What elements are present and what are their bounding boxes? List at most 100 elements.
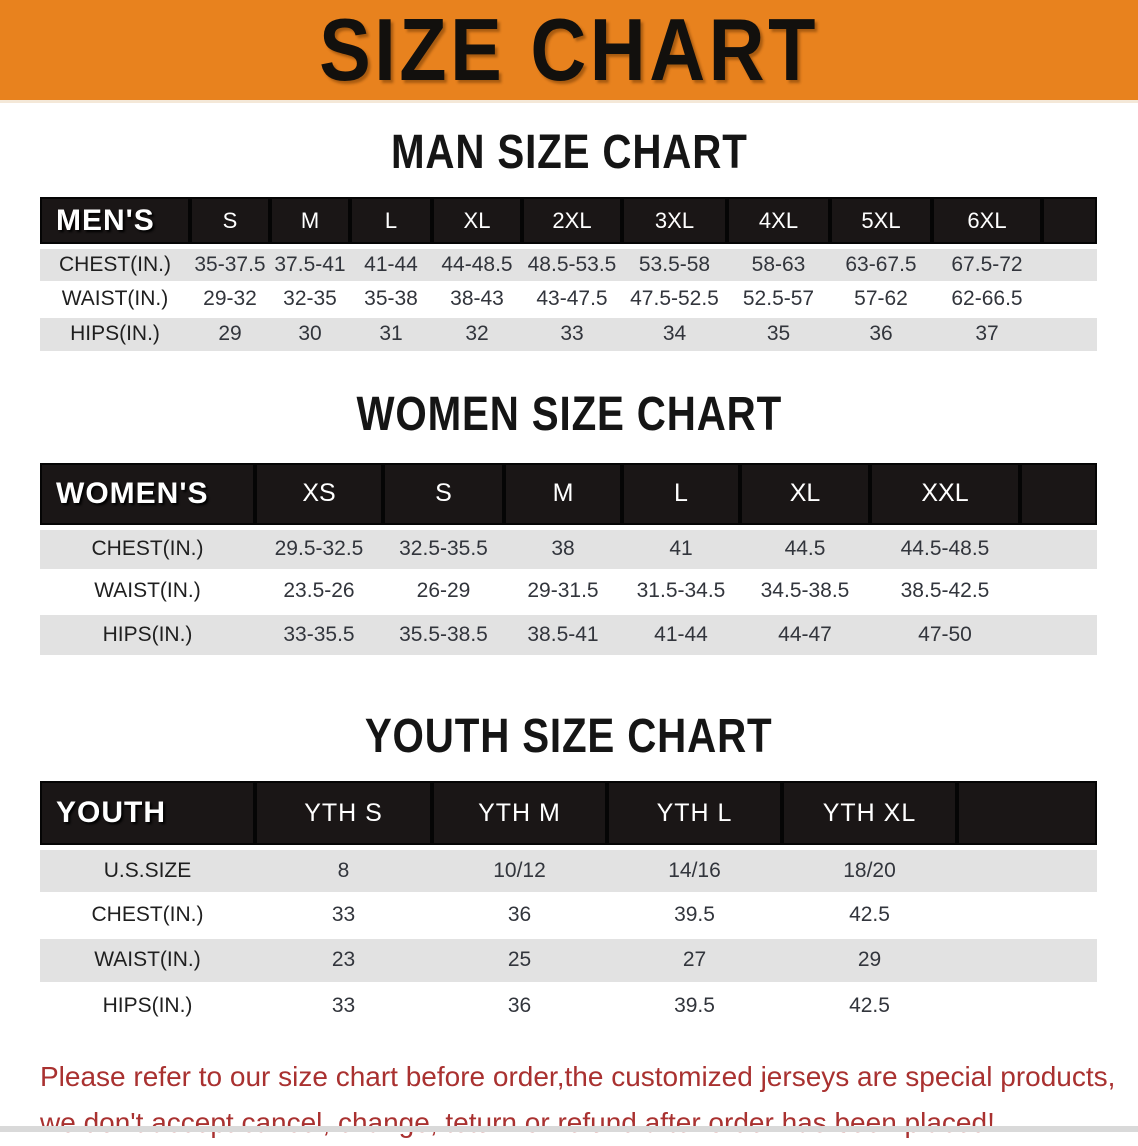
women-section-title: WOMEN SIZE CHART (356, 387, 782, 441)
size-value-cell: 47-50 (870, 611, 1020, 657)
size-value-cell: 34.5-38.5 (760, 579, 850, 603)
womens-chest-row: CHEST(IN.) 29.5-32.5 32.5-35.5 38 41 44.… (40, 525, 1097, 571)
row-label: HIPS(IN.) (102, 993, 193, 1017)
youth-section-title: YOUTH SIZE CHART (365, 710, 773, 763)
size-value-cell: 39.5 (674, 993, 715, 1017)
womens-col-filler (1020, 462, 1097, 530)
disclaimer-line-1: Please refer to our size chart before or… (40, 1060, 1116, 1092)
size-value-cell: 33-35.5 (255, 611, 383, 657)
size-value-cell: 47.5-52.5 (630, 286, 719, 310)
size-value-cell: 44.5-48.5 (870, 525, 1020, 571)
row-label: CHEST(IN.) (40, 245, 190, 283)
size-value-cell: 32 (432, 315, 522, 353)
size-value-cell: 30 (270, 315, 350, 353)
size-value-cell: 29 (190, 315, 270, 353)
size-value-cell: 23.5-26 (283, 579, 355, 603)
womens-col-xs: XS (255, 462, 383, 530)
size-value-cell: 38.5-42.5 (900, 579, 990, 603)
size-value-cell: 26-29 (416, 579, 471, 603)
size-value-cell: 44-47 (740, 611, 870, 657)
size-value-cell: 33 (522, 315, 622, 353)
size-value-cell: 27 (607, 936, 782, 984)
youth-col-filler (957, 781, 1097, 850)
bottom-edge-strip (0, 1126, 1138, 1132)
size-value-cell: 35-38 (364, 286, 418, 310)
mens-col-filler (1042, 197, 1097, 249)
row-label: HIPS(IN.) (40, 611, 255, 657)
youth-corner-label: YOUTH (40, 781, 255, 850)
size-value-cell: 57-62 (854, 286, 908, 310)
youth-size-table: YOUTH YTH S YTH M YTH L YTH XL U.S.SIZE … (40, 781, 1097, 1028)
size-value-cell: 10/12 (432, 846, 607, 894)
size-value-cell: 8 (255, 846, 432, 894)
men-section-title: MAN SIZE CHART (390, 126, 748, 179)
size-value-cell: 44.5 (740, 525, 870, 571)
mens-col-4xl: 4XL (727, 197, 830, 249)
size-value-cell: 37 (932, 315, 1042, 353)
size-value-cell: 32-35 (283, 286, 337, 310)
size-value-cell: 52.5-57 (742, 286, 815, 310)
mens-col-l: L (350, 197, 432, 249)
size-value-cell: 53.5-58 (622, 245, 727, 283)
banner-title: SIZE CHART (319, 0, 819, 99)
mens-col-3xl: 3XL (622, 197, 727, 249)
womens-corner-label: WOMEN'S (40, 462, 255, 530)
size-value-cell: 14/16 (607, 846, 782, 894)
size-chart-banner: SIZE CHART (0, 0, 1138, 103)
size-value-cell: 35.5-38.5 (383, 611, 504, 657)
womens-waist-row: WAIST(IN.) 23.5-26 26-29 29-31.5 31.5-34… (40, 570, 1097, 613)
size-value-cell: 63-67.5 (830, 245, 932, 283)
disclaimer-text: Please refer to our size chart before or… (40, 1054, 1138, 1146)
mens-hips-row: HIPS(IN.) 29 30 31 32 33 34 35 36 37 (40, 315, 1097, 353)
womens-col-s: S (383, 462, 504, 530)
size-value-cell: 29.5-32.5 (255, 525, 383, 571)
size-value-cell: 31 (350, 315, 432, 353)
size-value-cell: 25 (432, 936, 607, 984)
size-value-cell: 36 (830, 315, 932, 353)
youth-header-row: YOUTH YTH S YTH M YTH L YTH XL (40, 781, 1097, 850)
womens-size-table: WOMEN'S XS S M L XL XXL CHEST(IN.) 29.5-… (40, 462, 1097, 657)
mens-chest-row: CHEST(IN.) 35-37.5 37.5-41 41-44 44-48.5… (40, 245, 1097, 283)
size-value-cell: 58-63 (727, 245, 830, 283)
size-value-cell: 32.5-35.5 (383, 525, 504, 571)
youth-chest-row: CHEST(IN.) 33 36 39.5 42.5 (40, 893, 1097, 938)
row-label: CHEST(IN.) (91, 902, 204, 926)
row-label: WAIST(IN.) (94, 579, 201, 603)
womens-header-row: WOMEN'S XS S M L XL XXL (40, 462, 1097, 530)
size-value-cell: 38 (504, 525, 622, 571)
size-value-cell: 38.5-41 (504, 611, 622, 657)
mens-col-6xl: 6XL (932, 197, 1042, 249)
size-value-cell: 33 (331, 902, 356, 926)
womens-hips-row: HIPS(IN.) 33-35.5 35.5-38.5 38.5-41 41-4… (40, 611, 1097, 657)
size-value-cell: 33 (331, 993, 356, 1017)
row-label: U.S.SIZE (40, 846, 255, 894)
mens-size-table: MEN'S S M L XL 2XL 3XL 4XL 5XL 6XL CHEST… (40, 197, 1097, 353)
size-value-cell: 23 (255, 936, 432, 984)
mens-col-m: M (270, 197, 350, 249)
youth-col-m: YTH M (432, 781, 607, 850)
mens-col-s: S (190, 197, 270, 249)
youth-col-xl: YTH XL (782, 781, 957, 850)
womens-col-l: L (622, 462, 740, 530)
size-value-cell: 37.5-41 (270, 245, 350, 283)
youth-waist-row: WAIST(IN.) 23 25 27 29 (40, 936, 1097, 984)
size-value-cell: 41-44 (350, 245, 432, 283)
size-value-cell: 44-48.5 (432, 245, 522, 283)
womens-col-xxl: XXL (870, 462, 1020, 530)
size-value-cell: 34 (622, 315, 727, 353)
size-value-cell: 67.5-72 (932, 245, 1042, 283)
size-value-cell: 31.5-34.5 (636, 579, 726, 603)
disclaimer-line-2: we don't accept cancel, change, teturn o… (40, 1106, 995, 1138)
womens-col-xl: XL (740, 462, 870, 530)
row-label: WAIST(IN.) (40, 936, 255, 984)
youth-col-s: YTH S (255, 781, 432, 850)
womens-col-m: M (504, 462, 622, 530)
mens-corner-label: MEN'S (40, 197, 190, 249)
mens-col-2xl: 2XL (522, 197, 622, 249)
size-value-cell: 42.5 (849, 902, 890, 926)
size-value-cell: 35-37.5 (190, 245, 270, 283)
youth-col-l: YTH L (607, 781, 782, 850)
size-value-cell: 41-44 (622, 611, 740, 657)
size-value-cell: 39.5 (674, 902, 715, 926)
row-label: CHEST(IN.) (40, 525, 255, 571)
